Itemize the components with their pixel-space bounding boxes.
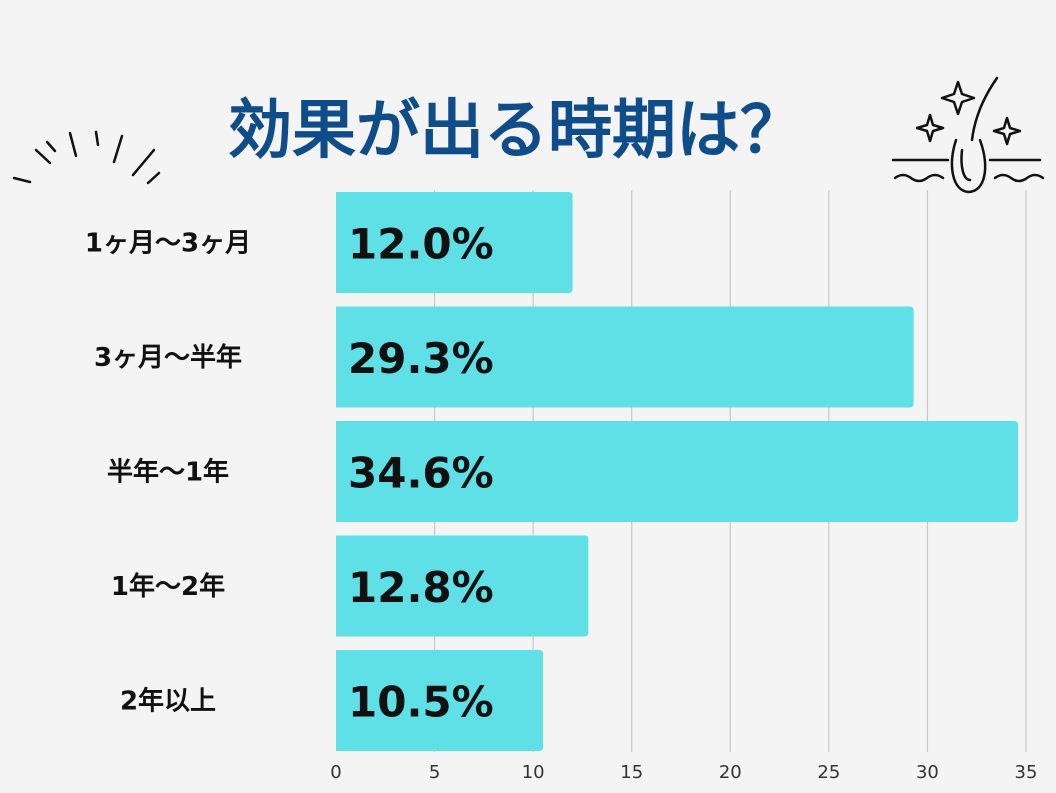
- sparkle-lines-icon: [12, 130, 161, 185]
- bar: [336, 306, 914, 408]
- category-label: 1年〜2年: [111, 571, 225, 602]
- x-tick-label: 0: [330, 762, 341, 783]
- chart-title: 効果が出る時期は？: [228, 94, 804, 168]
- bars: [336, 192, 1019, 751]
- value-label: 34.6%: [348, 449, 494, 498]
- category-label: 3ヶ月〜半年: [94, 342, 242, 373]
- category-label: 2年以上: [120, 686, 216, 717]
- x-tick-label: 15: [620, 762, 643, 783]
- value-label: 29.3%: [348, 334, 494, 383]
- bar: [336, 421, 1019, 522]
- x-tick-label: 35: [1015, 762, 1038, 783]
- category-label: 1ヶ月〜3ヶ月: [85, 229, 251, 259]
- value-label: 12.0%: [348, 220, 494, 269]
- category-label: 半年〜1年: [107, 457, 229, 488]
- value-label: 12.8%: [348, 563, 494, 612]
- bar: [336, 535, 589, 637]
- x-tick-label: 20: [719, 762, 742, 783]
- value-labels: 12.0% 29.3% 34.6% 12.8% 10.5%: [348, 220, 494, 727]
- hair-follicle-sparkle-icon: [891, 76, 1045, 194]
- x-tick-label: 25: [817, 762, 840, 783]
- x-tick-label: 30: [916, 762, 939, 783]
- value-label: 10.5%: [348, 678, 494, 727]
- x-axis-ticks: 0 5 10 15 20 25 30 35: [330, 762, 1037, 783]
- bar: [336, 650, 543, 751]
- x-tick-label: 5: [429, 762, 440, 783]
- x-tick-label: 10: [522, 762, 545, 783]
- bar: [336, 192, 573, 293]
